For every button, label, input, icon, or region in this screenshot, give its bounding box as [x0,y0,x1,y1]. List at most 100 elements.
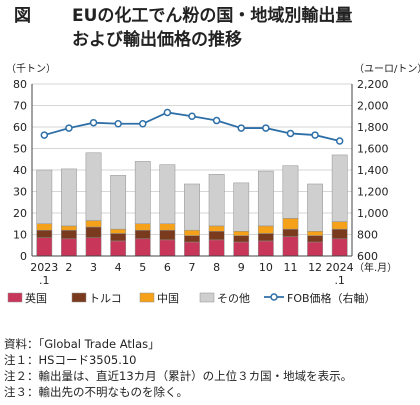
note-2: 注２：輸出量は、直近13カ月（累計）の上位３カ国・地域を表示。 [4,369,353,383]
bar-segment [257,240,274,257]
y-axis-right-label: （ユーロ/トン） [354,63,420,75]
y-tick-left-label: 50 [13,143,27,156]
y-axis-left-label: （千トン） [6,63,56,75]
bar-segment [61,168,77,227]
x-tick-label: 2 [65,261,72,274]
x-tick-label: 2024 [326,261,354,274]
legend-swatch [7,292,23,303]
x-tick-label: 12 [308,261,322,274]
bar-segment [85,152,102,221]
bar-segment [331,221,348,230]
bar-segment [184,183,200,231]
fob-price-point [335,137,344,145]
bar-segment [61,238,77,257]
bar-segment [282,228,299,237]
fob-price-point [311,131,319,139]
bar-segment [257,225,274,234]
y-tick-left-label: 30 [13,186,27,199]
note-3: 注３：輸出先の不明なものを除く。 [4,385,188,399]
bar-segment [257,233,274,242]
x-tick-label: 8 [213,261,220,274]
bar-segment [159,223,176,231]
bar-segment [36,223,53,231]
legend-swatch [139,292,155,303]
y-tick-right-label: 1,800 [357,121,389,134]
title-line-1: EUの化工でん粉の国・地域別輸出量 [72,6,353,26]
y-tick-left-label: 40 [13,164,27,177]
y-tick-right-label: 1,600 [357,143,389,156]
bar-segment [233,235,250,243]
bar-segment [85,220,102,228]
bar-segment [110,240,127,257]
bar-segment [110,233,127,242]
fob-price-point [89,118,98,127]
y-tick-right-label: 1,200 [357,186,389,199]
bar-segment [307,183,323,232]
y-tick-right-label: 800 [357,229,378,242]
x-tick-label: 9 [238,261,245,274]
bar-segment [159,239,176,257]
bar-segment [233,241,250,257]
fob-price-point [188,112,196,120]
x-tick-label: 7 [189,261,196,274]
source-note: 資料：「Global Trade Atlas」 [4,337,160,351]
x-tick-label: 5 [139,261,146,274]
x-axis-label: （年.月） [354,261,397,274]
notes: 資料：「Global Trade Atlas」 注１：HSコード3505.10 … [4,336,418,400]
bar-segment [208,225,225,232]
bar-segment [85,237,102,257]
x-tick-label: 10 [259,261,273,274]
legend-label: 英国 [25,291,47,305]
bar-segment [282,165,299,219]
bar-segment [233,231,250,236]
fob-price-point [286,129,295,138]
bar-segment [61,229,77,240]
x-tick-label: 6 [164,261,171,274]
bar-segment [36,169,53,224]
legend-marker [270,293,278,301]
bar-segment [307,235,323,243]
figure-label: 図 [14,6,31,26]
bar-segment [85,226,102,238]
y-tick-right-label: 1,400 [357,164,389,177]
bar-segment [208,231,225,241]
y-tick-right-label: 600 [357,250,378,263]
x-tick-label: 3 [90,261,97,274]
y-tick-left-label: 80 [13,78,27,91]
y-tick-left-label: 60 [13,121,27,134]
chart-title: 図 EUの化工でん粉の国・地域別輸出量 および輸出価格の推移 [14,4,414,56]
x-tick-label: .1 [334,274,345,287]
bar-segment [307,231,323,236]
y-tick-left-label: 20 [13,207,27,220]
bar-segment [134,238,151,257]
fob-price-point [212,116,221,125]
bar-segment [233,182,250,232]
bar-segment [159,164,176,224]
bar-segment [110,228,127,234]
y-tick-right-label: 2,000 [357,100,389,113]
note-1: 注１：HSコード3505.10 [4,353,137,367]
bar-segment [184,241,200,257]
y-tick-right-label: 2,200 [357,78,389,91]
legend-label: トルコ [89,292,122,305]
legend-swatch [199,292,215,303]
legend-label: FOB価格（右軸） [287,291,376,305]
bar-segment [307,241,323,257]
bar-segment [110,175,127,230]
legend-label: その他 [217,292,250,305]
y-tick-right-label: 1,000 [357,207,389,220]
bar-segment [282,236,299,257]
fob-price-point [139,120,147,128]
bar-segment [159,229,176,241]
y-tick-left-label: 70 [13,100,27,113]
fob-price-point [114,120,122,128]
fob-price-point [262,124,270,132]
bar-segment [208,174,225,227]
bar-segment [184,229,200,236]
export-chart: 0 10 20 30 40 50 60 70 80 600 800 1,000 1,200 1,400 1,… [6,63,420,305]
fob-price-point [40,131,49,139]
fob-price-point [65,124,73,132]
bar-segment [61,225,77,231]
bar-segment [184,235,200,243]
fob-price-point [237,124,245,132]
